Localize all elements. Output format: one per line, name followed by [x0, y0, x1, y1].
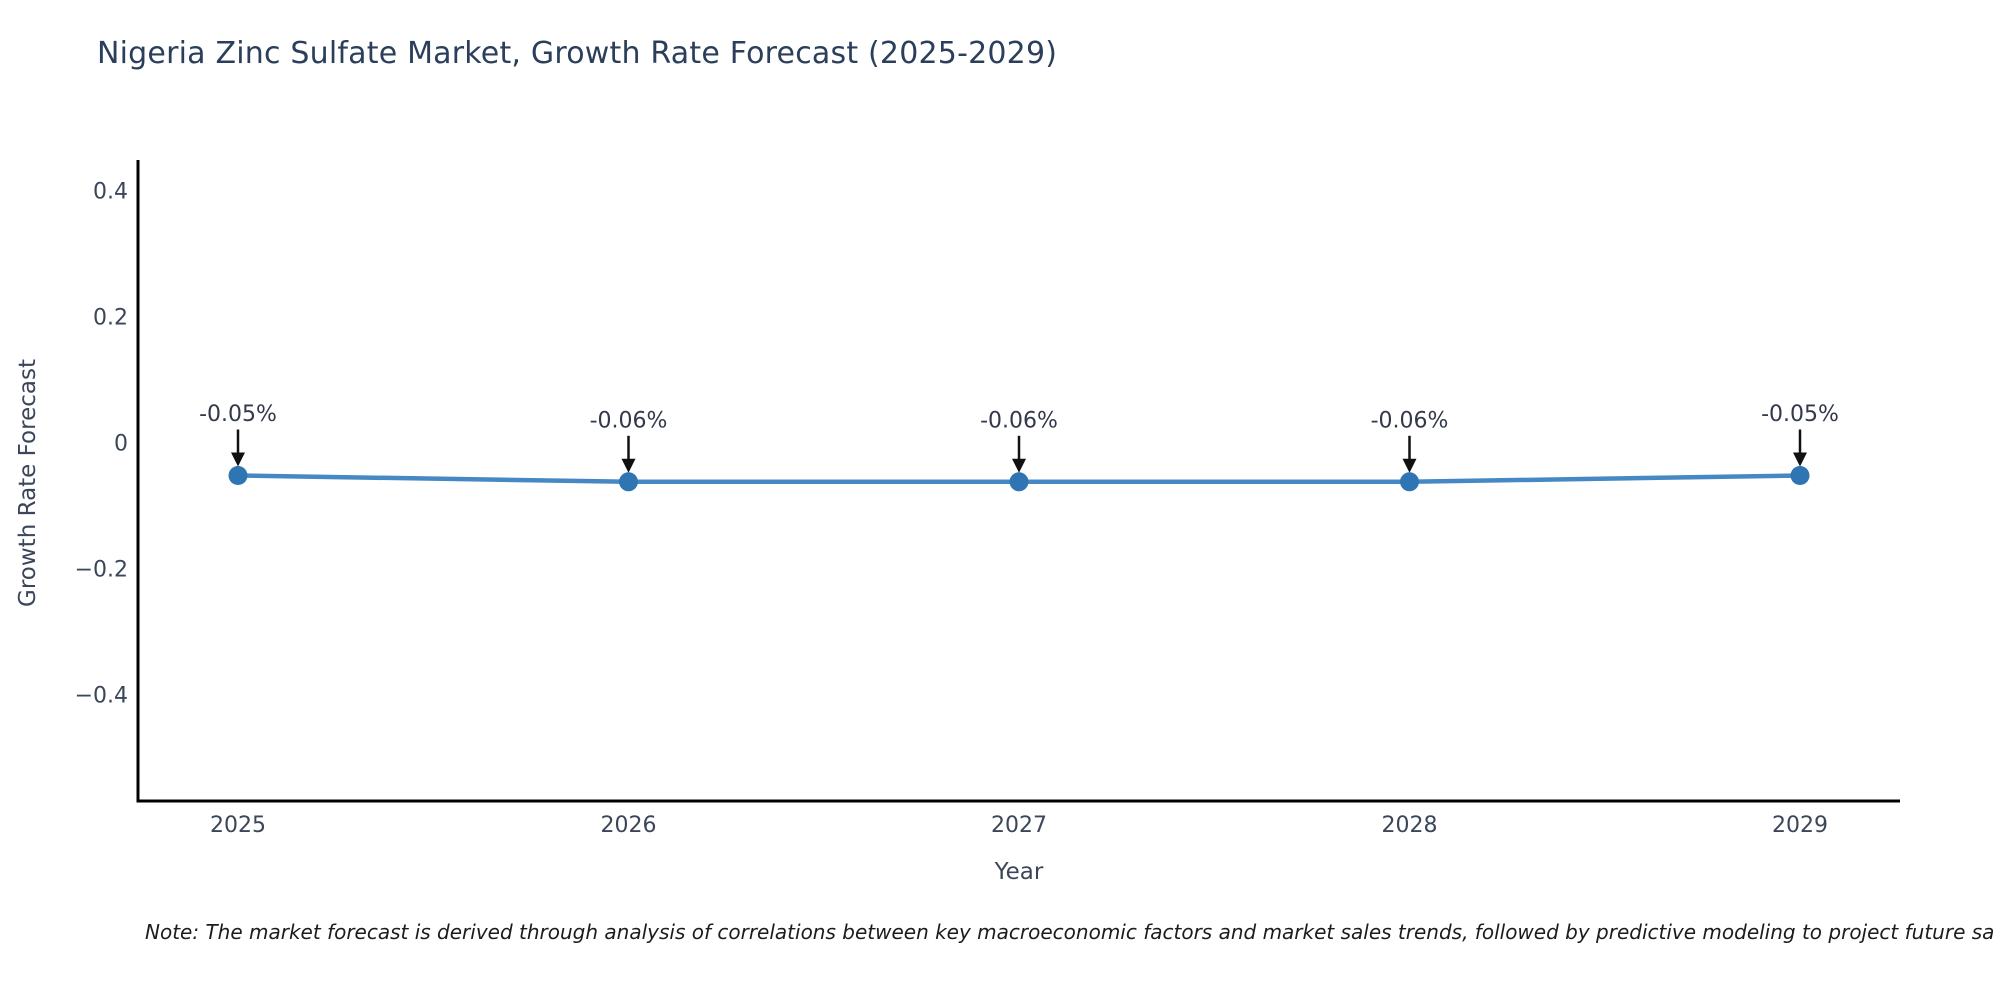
x-tick-label: 2029: [1772, 813, 1828, 838]
x-axis-ticks: 2025 2026 2027 2028 2029: [210, 813, 1828, 838]
x-axis-title: Year: [994, 859, 1044, 885]
x-tick-label: 2028: [1382, 813, 1438, 838]
data-point-marker: [1009, 472, 1029, 492]
x-tick-label: 2026: [601, 813, 657, 838]
x-tick-label: 2027: [991, 813, 1047, 838]
y-tick-label: −0.2: [75, 558, 128, 583]
point-value-label: -0.06%: [590, 408, 668, 433]
data-point-marker: [619, 472, 638, 492]
y-tick-label: 0.4: [93, 180, 128, 205]
y-tick-label: 0.2: [93, 306, 128, 331]
point-value-label: -0.05%: [1761, 402, 1839, 427]
point-value-label: -0.06%: [1371, 408, 1449, 433]
point-annotations: -0.05% -0.06% -0.06% -0.06% -0.05%: [199, 402, 1839, 473]
chart-title: Nigeria Zinc Sulfate Market, Growth Rate…: [97, 36, 1058, 71]
point-value-label: -0.06%: [980, 408, 1058, 433]
y-axis-title: Growth Rate Forecast: [15, 359, 41, 607]
y-axis-ticks: 0.4 0.2 0 −0.2 −0.4: [75, 180, 128, 709]
annotation-arrowhead: [231, 452, 245, 467]
point-value-label: -0.05%: [199, 402, 277, 427]
data-point-marker: [1400, 472, 1419, 492]
annotation-arrowhead: [1793, 452, 1807, 467]
y-tick-label: −0.4: [75, 684, 128, 709]
axes: [136, 160, 1900, 803]
footnote: Note: The market forecast is derived thr…: [145, 920, 1995, 944]
annotation-arrowhead: [621, 458, 636, 473]
annotation-arrowhead: [1012, 458, 1026, 473]
data-point-marker: [228, 466, 248, 485]
y-tick-label: 0: [114, 432, 128, 457]
data-markers: [228, 466, 1810, 492]
data-point-marker: [1790, 466, 1810, 485]
annotation-arrowhead: [1402, 458, 1417, 473]
x-tick-label: 2025: [210, 813, 266, 838]
